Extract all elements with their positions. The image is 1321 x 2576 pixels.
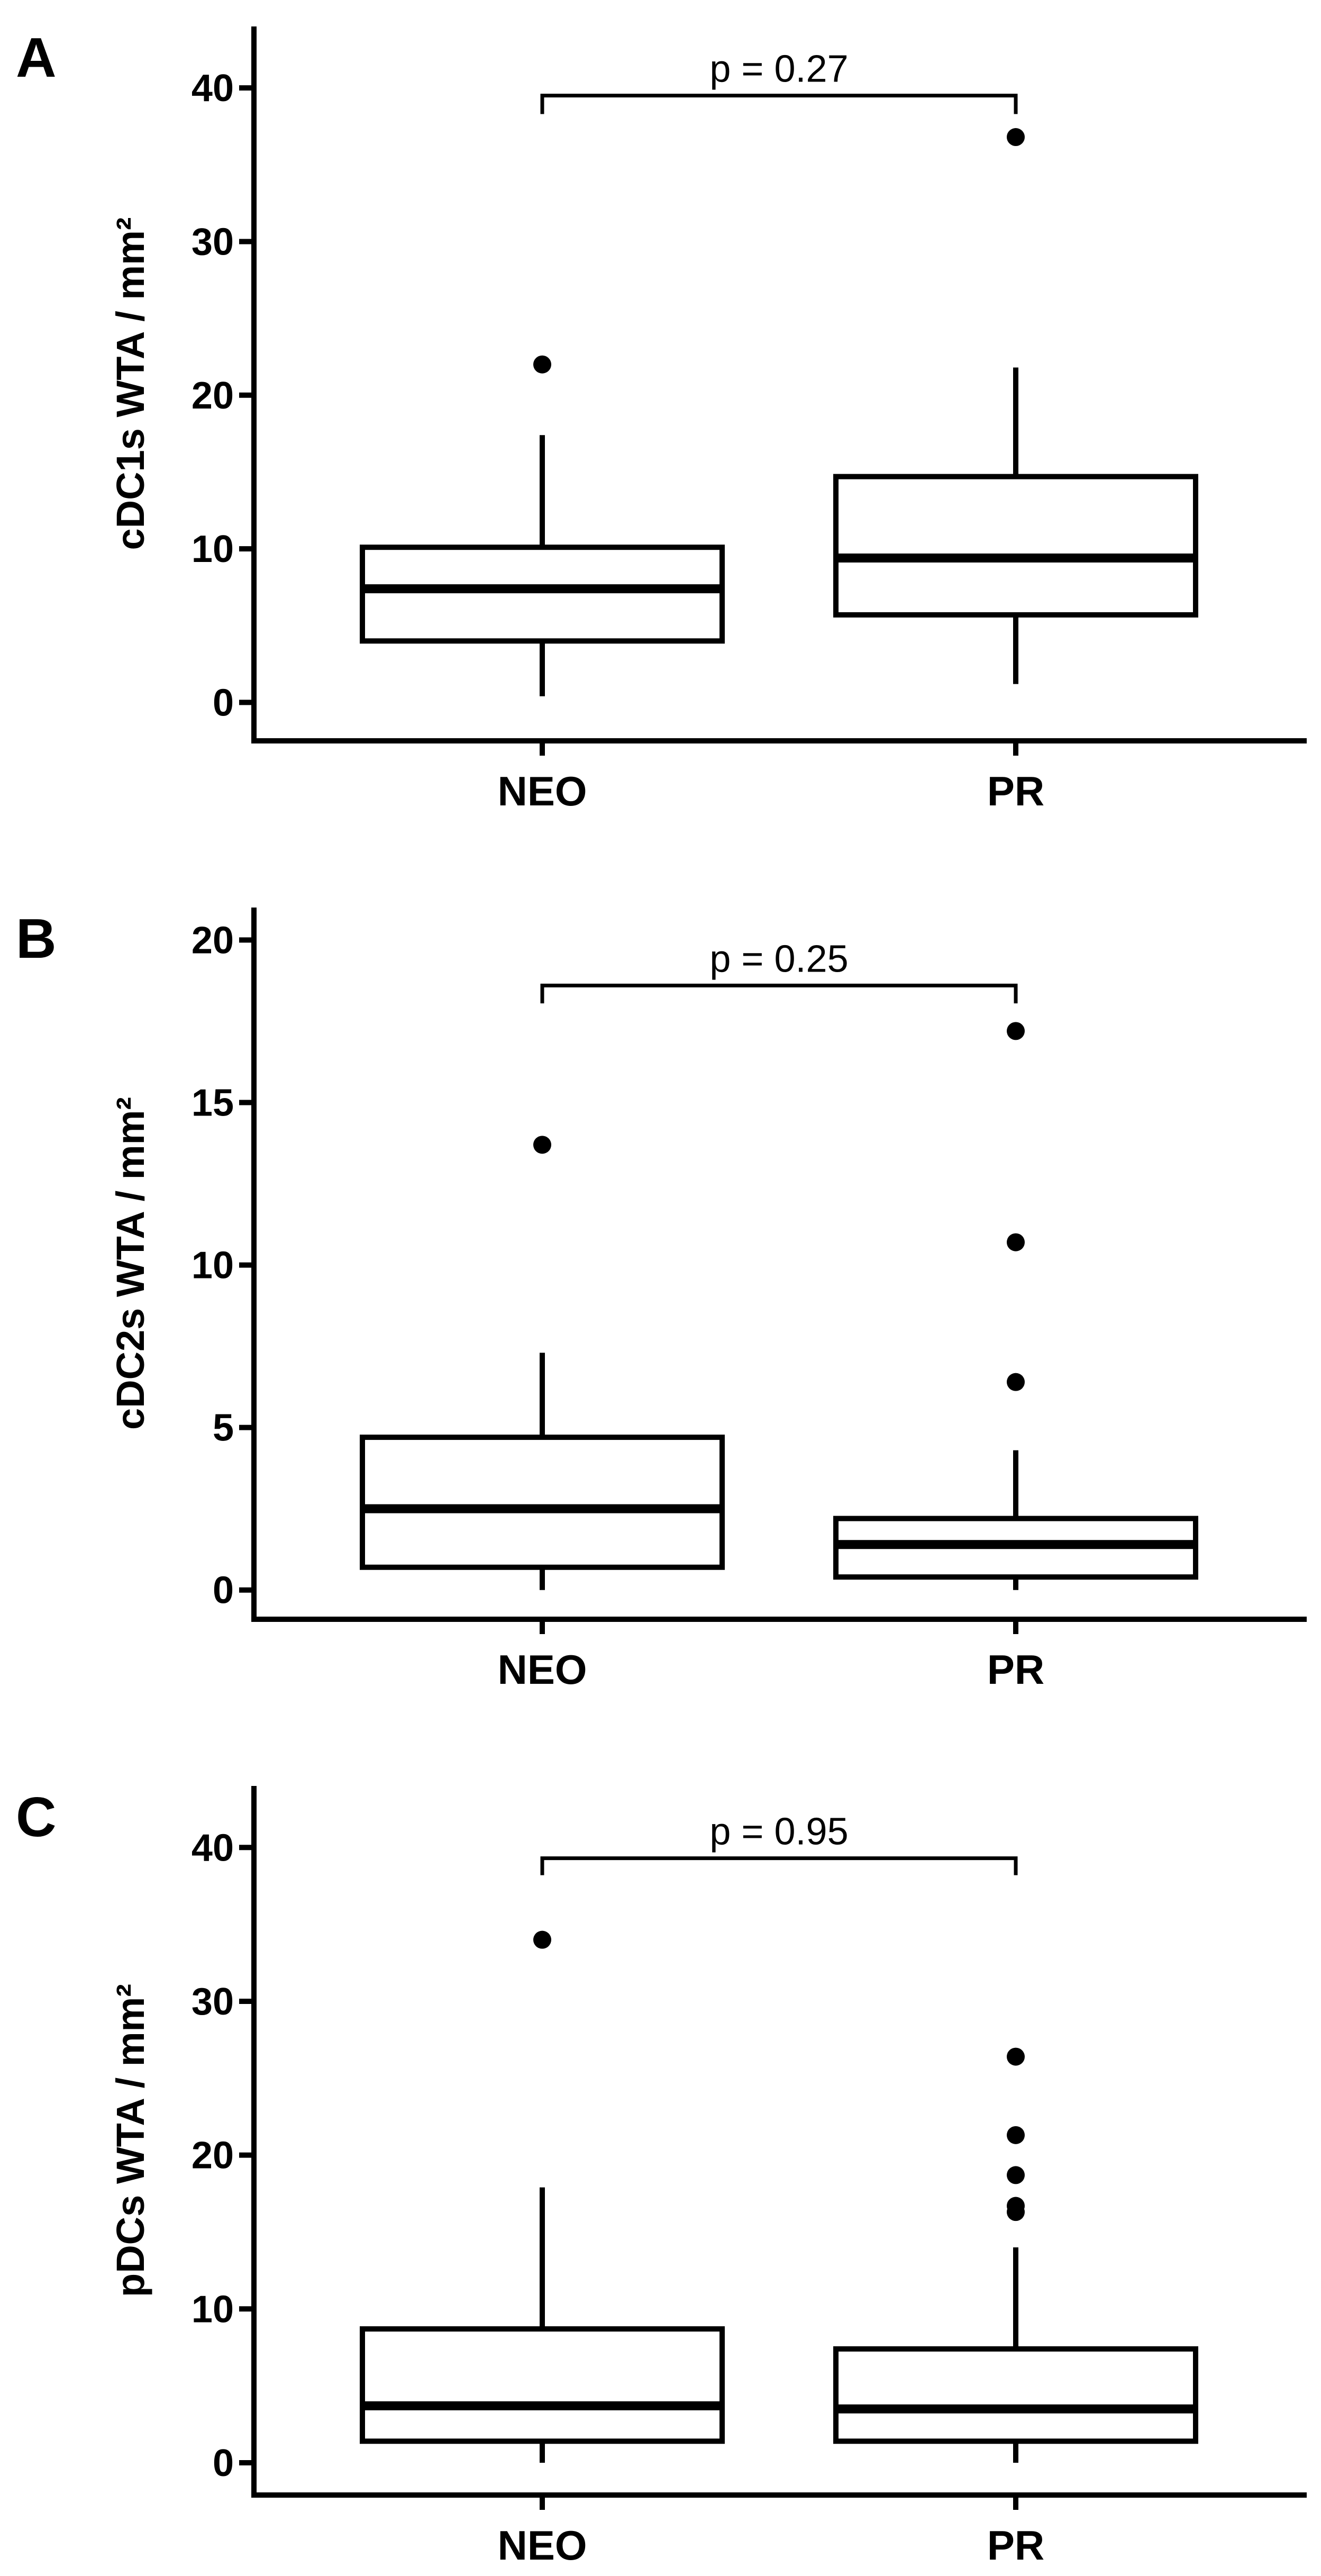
outlier-point xyxy=(1007,2197,1025,2215)
x-tick-label-neo: NEO xyxy=(497,768,587,814)
y-tick-label: 0 xyxy=(213,1570,234,1612)
iqr-box xyxy=(360,1435,725,1570)
x-tick-label-pr: PR xyxy=(987,768,1044,814)
p-value-label: p = 0.27 xyxy=(709,48,848,90)
y-tick-label: 0 xyxy=(213,682,234,724)
y-tick-label: 10 xyxy=(192,2288,234,2330)
panel-label: A xyxy=(16,26,57,89)
y-axis-title: pDCs WTA / mm² xyxy=(108,1984,152,2297)
outlier-point xyxy=(1007,128,1025,147)
outlier-point xyxy=(1007,1373,1025,1391)
y-tick-label: 30 xyxy=(192,1981,234,2023)
panel-a: A 0 10 20 30 40 cDC1s WTA / mm² NEO PR p = 0.27 xyxy=(16,26,1307,814)
y-tick-label: 30 xyxy=(192,221,234,263)
x-tick-label-pr: PR xyxy=(987,2522,1044,2569)
iqr-box xyxy=(360,2326,725,2444)
significance-bracket xyxy=(540,983,1018,1004)
box-pr xyxy=(833,128,1198,684)
box-neo xyxy=(360,355,725,696)
panel-label: B xyxy=(16,908,57,970)
y-tick-label: 20 xyxy=(192,919,234,962)
y-axis-title: cDC2s WTA / mm² xyxy=(108,1097,152,1430)
panel-c: C 0 10 20 30 40 pDCs WTA / mm² NEO PR p = 0.95 xyxy=(16,1786,1307,2569)
outlier-point xyxy=(1007,2047,1025,2066)
y-axis-title: cDC1s WTA / mm² xyxy=(108,217,152,550)
y-tick-label: 20 xyxy=(192,375,234,417)
p-value-label: p = 0.25 xyxy=(709,938,848,980)
outlier-point xyxy=(1007,1022,1025,1040)
x-tick-label-neo: NEO xyxy=(497,1646,587,1693)
iqr-box xyxy=(360,545,725,644)
significance-bracket xyxy=(540,94,1018,114)
panel-b: B 0 5 10 15 20 cDC2s WTA / mm² NEO PR p = 0.25 xyxy=(16,908,1307,1693)
outlier-point xyxy=(533,355,551,374)
y-tick-label: 40 xyxy=(192,1827,234,1869)
outlier-point xyxy=(533,1930,551,1949)
outlier-point xyxy=(533,1136,551,1154)
iqr-box xyxy=(833,2346,1198,2444)
x-tick-label-neo: NEO xyxy=(497,2522,587,2569)
outlier-point xyxy=(1007,1233,1025,1251)
box-pr xyxy=(833,1022,1198,1590)
y-tick-label: 10 xyxy=(192,528,234,570)
box-neo xyxy=(360,1136,725,1590)
iqr-box xyxy=(833,474,1198,618)
outlier-point xyxy=(1007,2126,1025,2144)
x-tick-label-pr: PR xyxy=(987,1646,1044,1693)
y-tick-label: 10 xyxy=(192,1245,234,1287)
y-tick-label: 15 xyxy=(192,1082,234,1124)
panel-label: C xyxy=(16,1786,57,1848)
box-pr xyxy=(833,2047,1198,2463)
significance-bracket xyxy=(540,1856,1018,1875)
y-tick-label: 40 xyxy=(192,67,234,110)
y-tick-label: 0 xyxy=(213,2442,234,2484)
box-neo xyxy=(360,1930,725,2463)
outlier-point xyxy=(1007,2166,1025,2184)
p-value-label: p = 0.95 xyxy=(709,1811,848,1853)
y-tick-label: 20 xyxy=(192,2135,234,2177)
y-tick-label: 5 xyxy=(213,1407,234,1449)
